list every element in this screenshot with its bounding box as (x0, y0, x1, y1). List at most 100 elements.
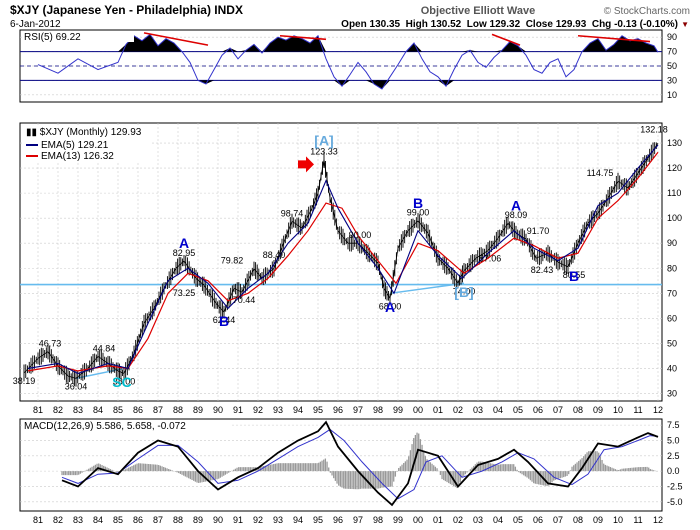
macd-histogram-bar (274, 463, 277, 472)
macd-histogram-bar (223, 471, 225, 476)
macd-histogram-bar (264, 465, 267, 472)
macd-histogram-bar (449, 471, 452, 485)
macd-histogram-bar (201, 471, 203, 483)
macd-histogram-bar (326, 461, 328, 472)
price-value-label: 68.00 (379, 301, 402, 311)
macd-histogram-bar (281, 463, 283, 472)
macd-histogram-bar (148, 464, 150, 472)
macd-histogram-bar (161, 466, 163, 472)
macd-histogram-bar (599, 456, 602, 472)
macd-histogram-bar (509, 464, 512, 472)
rsi-overbought-fill (278, 37, 286, 52)
price-value-label: 44.84 (93, 343, 116, 353)
macd-histogram-bar (403, 462, 405, 472)
macd-histogram-bar (316, 463, 318, 472)
macd-histogram-bar (241, 467, 243, 472)
rsi-divergence-trendline (491, 33, 521, 46)
macd-histogram-bar (368, 471, 370, 489)
macd-histogram-bar (561, 471, 563, 478)
year-label-price: 01 (433, 405, 443, 415)
macd-histogram-bar (348, 471, 350, 489)
price-value-label: 98.09 (505, 210, 528, 220)
rsi-overbought-fill (302, 38, 310, 52)
year-label-macd: 87 (153, 515, 163, 525)
macd-histogram-bar (503, 464, 505, 472)
macd-histogram-bar (376, 471, 378, 489)
red-arrow-icon (298, 156, 314, 173)
macd-histogram-bar (333, 471, 335, 479)
macd-histogram-bar (443, 471, 445, 481)
macd-histogram-bar (421, 444, 423, 472)
change-down-icon: ▼ (681, 20, 689, 29)
macd-histogram-bar (346, 471, 348, 489)
macd-histogram-bar (181, 471, 183, 475)
macd-histogram-bar (528, 471, 530, 479)
price-value-label: 132.18 (640, 125, 668, 135)
macd-histogram-bar (151, 464, 153, 472)
price-value-label: 46.73 (39, 339, 62, 349)
price-tick-label: 70 (667, 288, 677, 298)
price-value-label: 80.55 (563, 270, 586, 280)
macd-histogram-bar (419, 439, 422, 472)
chart-subtitle: Objective Elliott Wave (421, 5, 536, 17)
macd-histogram-bar (86, 469, 88, 472)
macd-histogram-bar (459, 471, 462, 483)
price-tick-label: 50 (667, 338, 677, 348)
year-label-price: 81 (33, 405, 43, 415)
macd-histogram-bar (604, 464, 607, 472)
macd-histogram-bar (393, 471, 395, 482)
macd-histogram-bar (496, 464, 498, 472)
year-label-macd: 92 (253, 515, 263, 525)
macd-histogram-bar (163, 467, 165, 472)
macd-histogram-bar (488, 462, 490, 472)
price-value-label: 123.33 (310, 147, 338, 157)
macd-histogram-bar (636, 467, 638, 472)
price-value-label: 38.00 (113, 376, 136, 386)
macd-histogram-bar (266, 465, 268, 472)
macd-histogram-bar (434, 466, 437, 472)
macd-histogram-bar (318, 462, 320, 472)
macd-histogram-bar (83, 471, 85, 472)
macd-histogram-bar (583, 456, 585, 472)
macd-histogram-bar (591, 451, 593, 472)
macd-histogram-bar (334, 471, 337, 481)
rsi-tick-label: 90 (667, 32, 677, 42)
macd-histogram-bar (308, 463, 310, 472)
macd-title-bg (22, 420, 232, 431)
macd-histogram-bar (183, 471, 185, 476)
macd-histogram-bar (188, 471, 190, 479)
macd-histogram-bar (481, 461, 483, 472)
macd-histogram-bar (286, 463, 288, 472)
macd-histogram-bar (99, 464, 102, 472)
macd-histogram-bar (394, 471, 397, 477)
macd-histogram-bar (196, 471, 198, 483)
year-label-macd: 97 (353, 515, 363, 525)
macd-histogram-bar (69, 471, 72, 476)
macd-histogram-bar (296, 463, 298, 472)
year-label-macd: 10 (613, 515, 623, 525)
macd-histogram-bar (226, 471, 228, 474)
wave-label: A (511, 198, 521, 214)
macd-histogram-bar (533, 471, 535, 484)
macd-histogram-bar (238, 467, 240, 472)
macd-histogram-bar (461, 471, 463, 478)
macd-histogram-bar (408, 456, 410, 472)
macd-histogram-bar (186, 471, 188, 478)
year-label-macd: 12 (653, 515, 663, 525)
year-label-price: 96 (333, 405, 343, 415)
macd-histogram-bar (379, 471, 382, 489)
macd-histogram-bar (559, 471, 562, 479)
macd-histogram-bar (89, 467, 92, 472)
wave-label: [A] (314, 133, 333, 149)
macd-histogram-bar (608, 466, 610, 472)
rsi-tick-label: 10 (667, 90, 677, 100)
macd-histogram-bar (76, 471, 78, 476)
macd-histogram-bar (546, 471, 548, 487)
year-label-price: 02 (453, 405, 463, 415)
rsi-overbought-fill (286, 35, 294, 52)
rsi-overbought-fill (238, 50, 246, 52)
rsi-overbought-fill (646, 42, 654, 52)
macd-histogram-bar (363, 471, 365, 489)
macd-histogram-bar (63, 471, 65, 476)
